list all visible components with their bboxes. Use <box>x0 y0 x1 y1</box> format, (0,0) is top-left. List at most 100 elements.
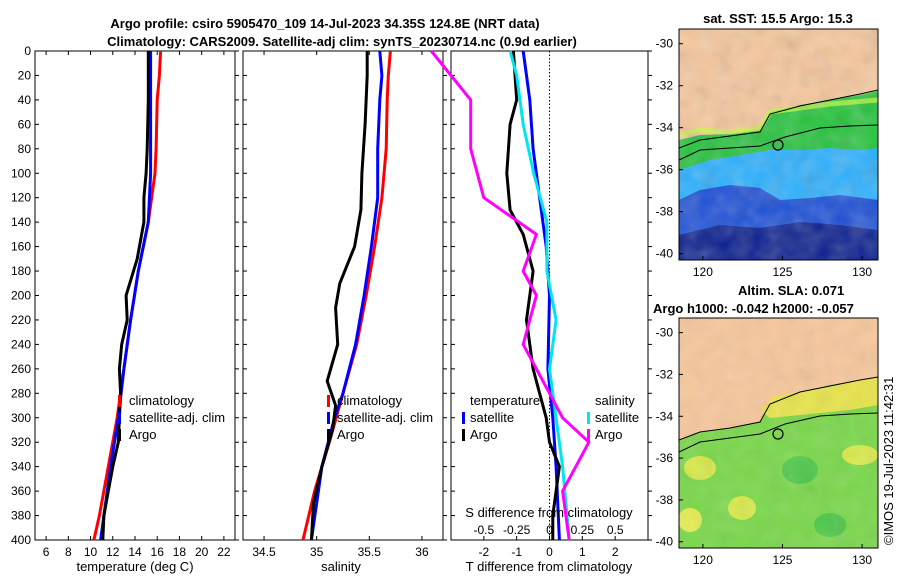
sla-map-title-line1: Altim. SLA: 0.071 <box>738 283 844 298</box>
legend-climatology-label: climatology <box>129 393 195 408</box>
series-line-temperature-argo <box>505 50 561 540</box>
legend-temp-satellite-label: satellite <box>470 410 514 425</box>
sst-map-title: sat. SST: 15.5 Argo: 15.3 <box>703 11 853 26</box>
legend-satellite-label: satellite-adj. clim <box>129 410 225 425</box>
legend-argo-swatch <box>327 429 330 441</box>
series-line-salinity-argo <box>430 50 591 541</box>
s-diff-tick-label: -0.25 <box>503 523 531 537</box>
salinity-x-ticks: 34.5 35 35.5 36 <box>252 51 429 559</box>
s-diff-tick-label: 0 <box>546 523 553 537</box>
lat-tick-label: -34 <box>656 121 674 135</box>
x-tick-label: 22 <box>217 545 231 559</box>
lat-tick-label: -30 <box>656 326 674 340</box>
depth-tick-label: 380 <box>11 509 31 523</box>
legend-temperature-heading: temperature <box>470 393 540 408</box>
legend-sal-satellite-swatch <box>587 412 590 424</box>
legend-salinity-heading: salinity <box>595 393 635 408</box>
sla-map <box>678 317 879 549</box>
legend-sal-satellite-label: satellite <box>595 410 639 425</box>
depth-tick-label: 0 <box>24 44 31 58</box>
t-difference-xlabel: T difference from climatology <box>466 559 633 574</box>
sla-texture <box>679 318 878 548</box>
x-tick-label: 20 <box>195 545 209 559</box>
x-tick-label: 16 <box>151 545 165 559</box>
depth-tick-label: 140 <box>11 215 31 229</box>
s-difference-xlabel: S difference from climatology <box>465 505 633 520</box>
temperature-legend: climatology satellite-adj. clim Argo <box>118 393 225 442</box>
salinity-xlabel: salinity <box>321 559 361 574</box>
t-diff-tick-label: -1 <box>511 545 522 559</box>
depth-tick-label: 40 <box>18 93 32 107</box>
lat-tick-label: -40 <box>656 247 674 261</box>
sst-map-frame <box>678 28 879 261</box>
isobath-contour <box>679 124 878 161</box>
legend-satellite-swatch <box>118 412 121 424</box>
legend-sal-argo-swatch <box>587 429 590 441</box>
s-diff-tick-label: 0.5 <box>607 523 624 537</box>
depth-tick-label: 220 <box>11 313 31 327</box>
lat-tick-label: -32 <box>656 367 674 381</box>
depth-tick-label: 160 <box>11 240 31 254</box>
sst-map-ticks: -30 -32 -34 -36 -38 -40 120 125 130 <box>656 37 873 279</box>
t-diff-tick-label: 1 <box>579 545 586 559</box>
legend-climatology-swatch <box>118 395 121 407</box>
argo-location-marker <box>772 428 784 440</box>
difference-legend: temperature satellite Argo salinity sate… <box>462 393 639 442</box>
lon-tick-label: 120 <box>693 265 713 279</box>
legend-temp-argo-swatch <box>462 429 465 441</box>
legend-satellite-swatch <box>327 412 330 424</box>
legend-temp-satellite-swatch <box>462 412 465 424</box>
lat-tick-label: -40 <box>656 535 674 549</box>
argo-location-marker <box>772 139 784 151</box>
depth-tick-label: 200 <box>11 289 31 303</box>
coastline <box>679 89 878 149</box>
salinity-panel-frame <box>242 50 444 541</box>
legend-argo-swatch <box>118 429 121 441</box>
x-tick-label: 36 <box>415 545 429 559</box>
t-diff-tick-label: 2 <box>612 545 619 559</box>
sla-map-title-line2: Argo h1000: -0.042 h2000: -0.057 <box>653 301 854 316</box>
lat-tick-label: -30 <box>656 37 674 51</box>
difference-x-ticks: -2 -1 0 1 2 -0.5 -0.25 0 0.25 0.5 <box>473 523 623 559</box>
lat-tick-label: -36 <box>656 451 674 465</box>
sst-texture <box>679 29 878 260</box>
lat-tick-label: -34 <box>656 409 674 423</box>
lon-tick-label: 125 <box>772 265 792 279</box>
main-title-line2: Climatology: CARS2009. Satellite-adj cli… <box>107 34 577 49</box>
temperature-xlabel: temperature (deg C) <box>76 559 193 574</box>
x-tick-label: 14 <box>128 545 142 559</box>
lon-tick-label: 130 <box>852 265 872 279</box>
depth-tick-label: 100 <box>11 166 31 180</box>
x-tick-label: 18 <box>173 545 187 559</box>
depth-tick-label: 80 <box>18 142 32 156</box>
imos-watermark: ©IMOS 19-Jul-2023 11:42:31 <box>881 377 896 545</box>
series-line-salinity-satellite <box>508 50 571 541</box>
depth-tick-label: 180 <box>11 264 31 278</box>
s-diff-tick-label: 0.25 <box>571 523 595 537</box>
legend-climatology-swatch <box>327 395 330 407</box>
legend-climatology-label: climatology <box>337 393 403 408</box>
salinity-series <box>301 50 392 541</box>
depth-tick-label: 120 <box>11 191 31 205</box>
x-tick-label: 35 <box>310 545 324 559</box>
depth-tick-label: 280 <box>11 386 31 400</box>
x-tick-label: 35.5 <box>358 545 382 559</box>
depth-tick-label: 20 <box>18 68 32 82</box>
s-diff-tick-label: -0.5 <box>473 523 494 537</box>
depth-tick-label: 260 <box>11 362 31 376</box>
depth-axis: 0 20 40 60 80 100 120 140 160 180 200 220 240 260 280 3… <box>11 44 652 547</box>
legend-sal-argo-label: Argo <box>595 427 622 442</box>
isobath-contour <box>679 412 878 453</box>
lat-tick-label: -36 <box>656 163 674 177</box>
depth-tick-label: 320 <box>11 435 31 449</box>
series-line-argo <box>101 51 150 541</box>
lon-tick-label: 120 <box>693 553 713 567</box>
t-diff-tick-label: -2 <box>478 545 489 559</box>
x-tick-label: 12 <box>106 545 120 559</box>
legend-temp-argo-label: Argo <box>470 427 497 442</box>
temperature-series <box>92 50 163 541</box>
depth-tick-label: 60 <box>18 117 32 131</box>
x-tick-label: 8 <box>65 545 72 559</box>
lon-tick-label: 125 <box>772 553 792 567</box>
